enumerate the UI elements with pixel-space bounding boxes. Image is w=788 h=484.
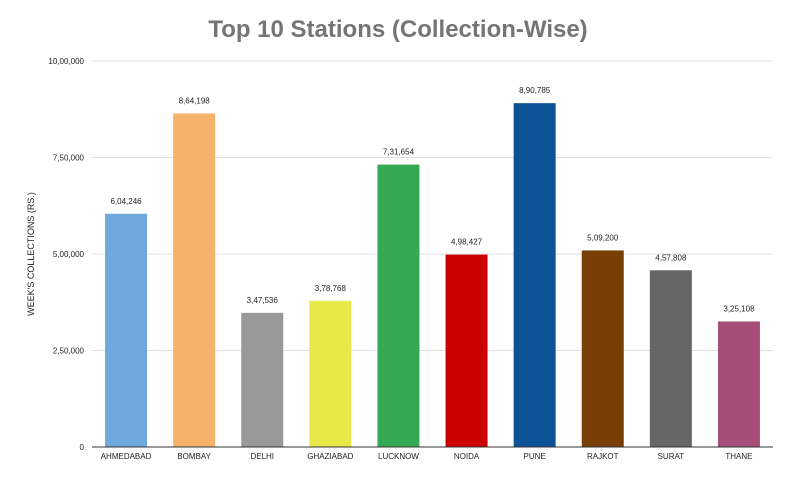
data-label: 5,09,200 [587,233,619,242]
x-category-label: GHAZIABAD [307,452,353,461]
data-label: 3,78,768 [315,284,347,293]
x-category-label: PUNE [524,452,546,461]
bars [105,103,760,448]
x-category-label: SURAT [658,452,685,461]
bar-thane [717,321,760,447]
data-label: 4,98,427 [451,238,483,247]
bar-pune [513,103,556,448]
y-tick-label: 10,00,000 [48,57,84,66]
y-axis-title: WEEK'S COLLECTIONS (RS.) [26,192,36,316]
y-tick-label: 7,50,000 [53,154,85,163]
chart-title: Top 10 Stations (Collection-Wise) [208,16,587,43]
y-axis-ticks: 0 2,50,000 5,00,000 7,50,000 10,00,000 [48,57,84,452]
data-label: 4,57,808 [655,253,687,262]
x-category-label: RAJKOT [587,452,619,461]
data-label: 3,47,536 [247,296,279,305]
x-category-label: NOIDA [454,452,480,461]
bar-ghaziabad [309,300,352,447]
data-label: 7,31,654 [383,148,415,157]
data-label: 6,04,246 [110,197,142,206]
y-tick-label: 5,00,000 [53,250,85,259]
x-category-label: THANE [725,452,752,461]
bar-rajkot [581,250,624,447]
x-category-label: LUCKNOW [378,452,419,461]
bar-lucknow [377,164,420,448]
x-category-label: AHMEDABAD [101,452,152,461]
bar-surat [649,270,692,447]
bar-ahmedabad [105,213,148,447]
bar-bombay [173,113,216,448]
x-axis-categories: AHMEDABAD BOMBAY DELHI GHAZIABAD LUCKNOW NOID… [101,452,753,461]
data-labels: 6,04,246 8,64,198 3,47,536 3,78,768 7,31,654… [110,86,755,313]
data-label: 8,90,785 [519,86,551,95]
y-tick-label: 0 [80,443,85,452]
x-category-label: DELHI [250,452,274,461]
x-category-label: BOMBAY [177,452,211,461]
data-label: 8,64,198 [179,96,211,105]
bar-noida [445,254,488,447]
bar-delhi [241,312,284,447]
data-label: 3,25,108 [723,305,755,314]
y-tick-label: 2,50,000 [53,347,85,356]
